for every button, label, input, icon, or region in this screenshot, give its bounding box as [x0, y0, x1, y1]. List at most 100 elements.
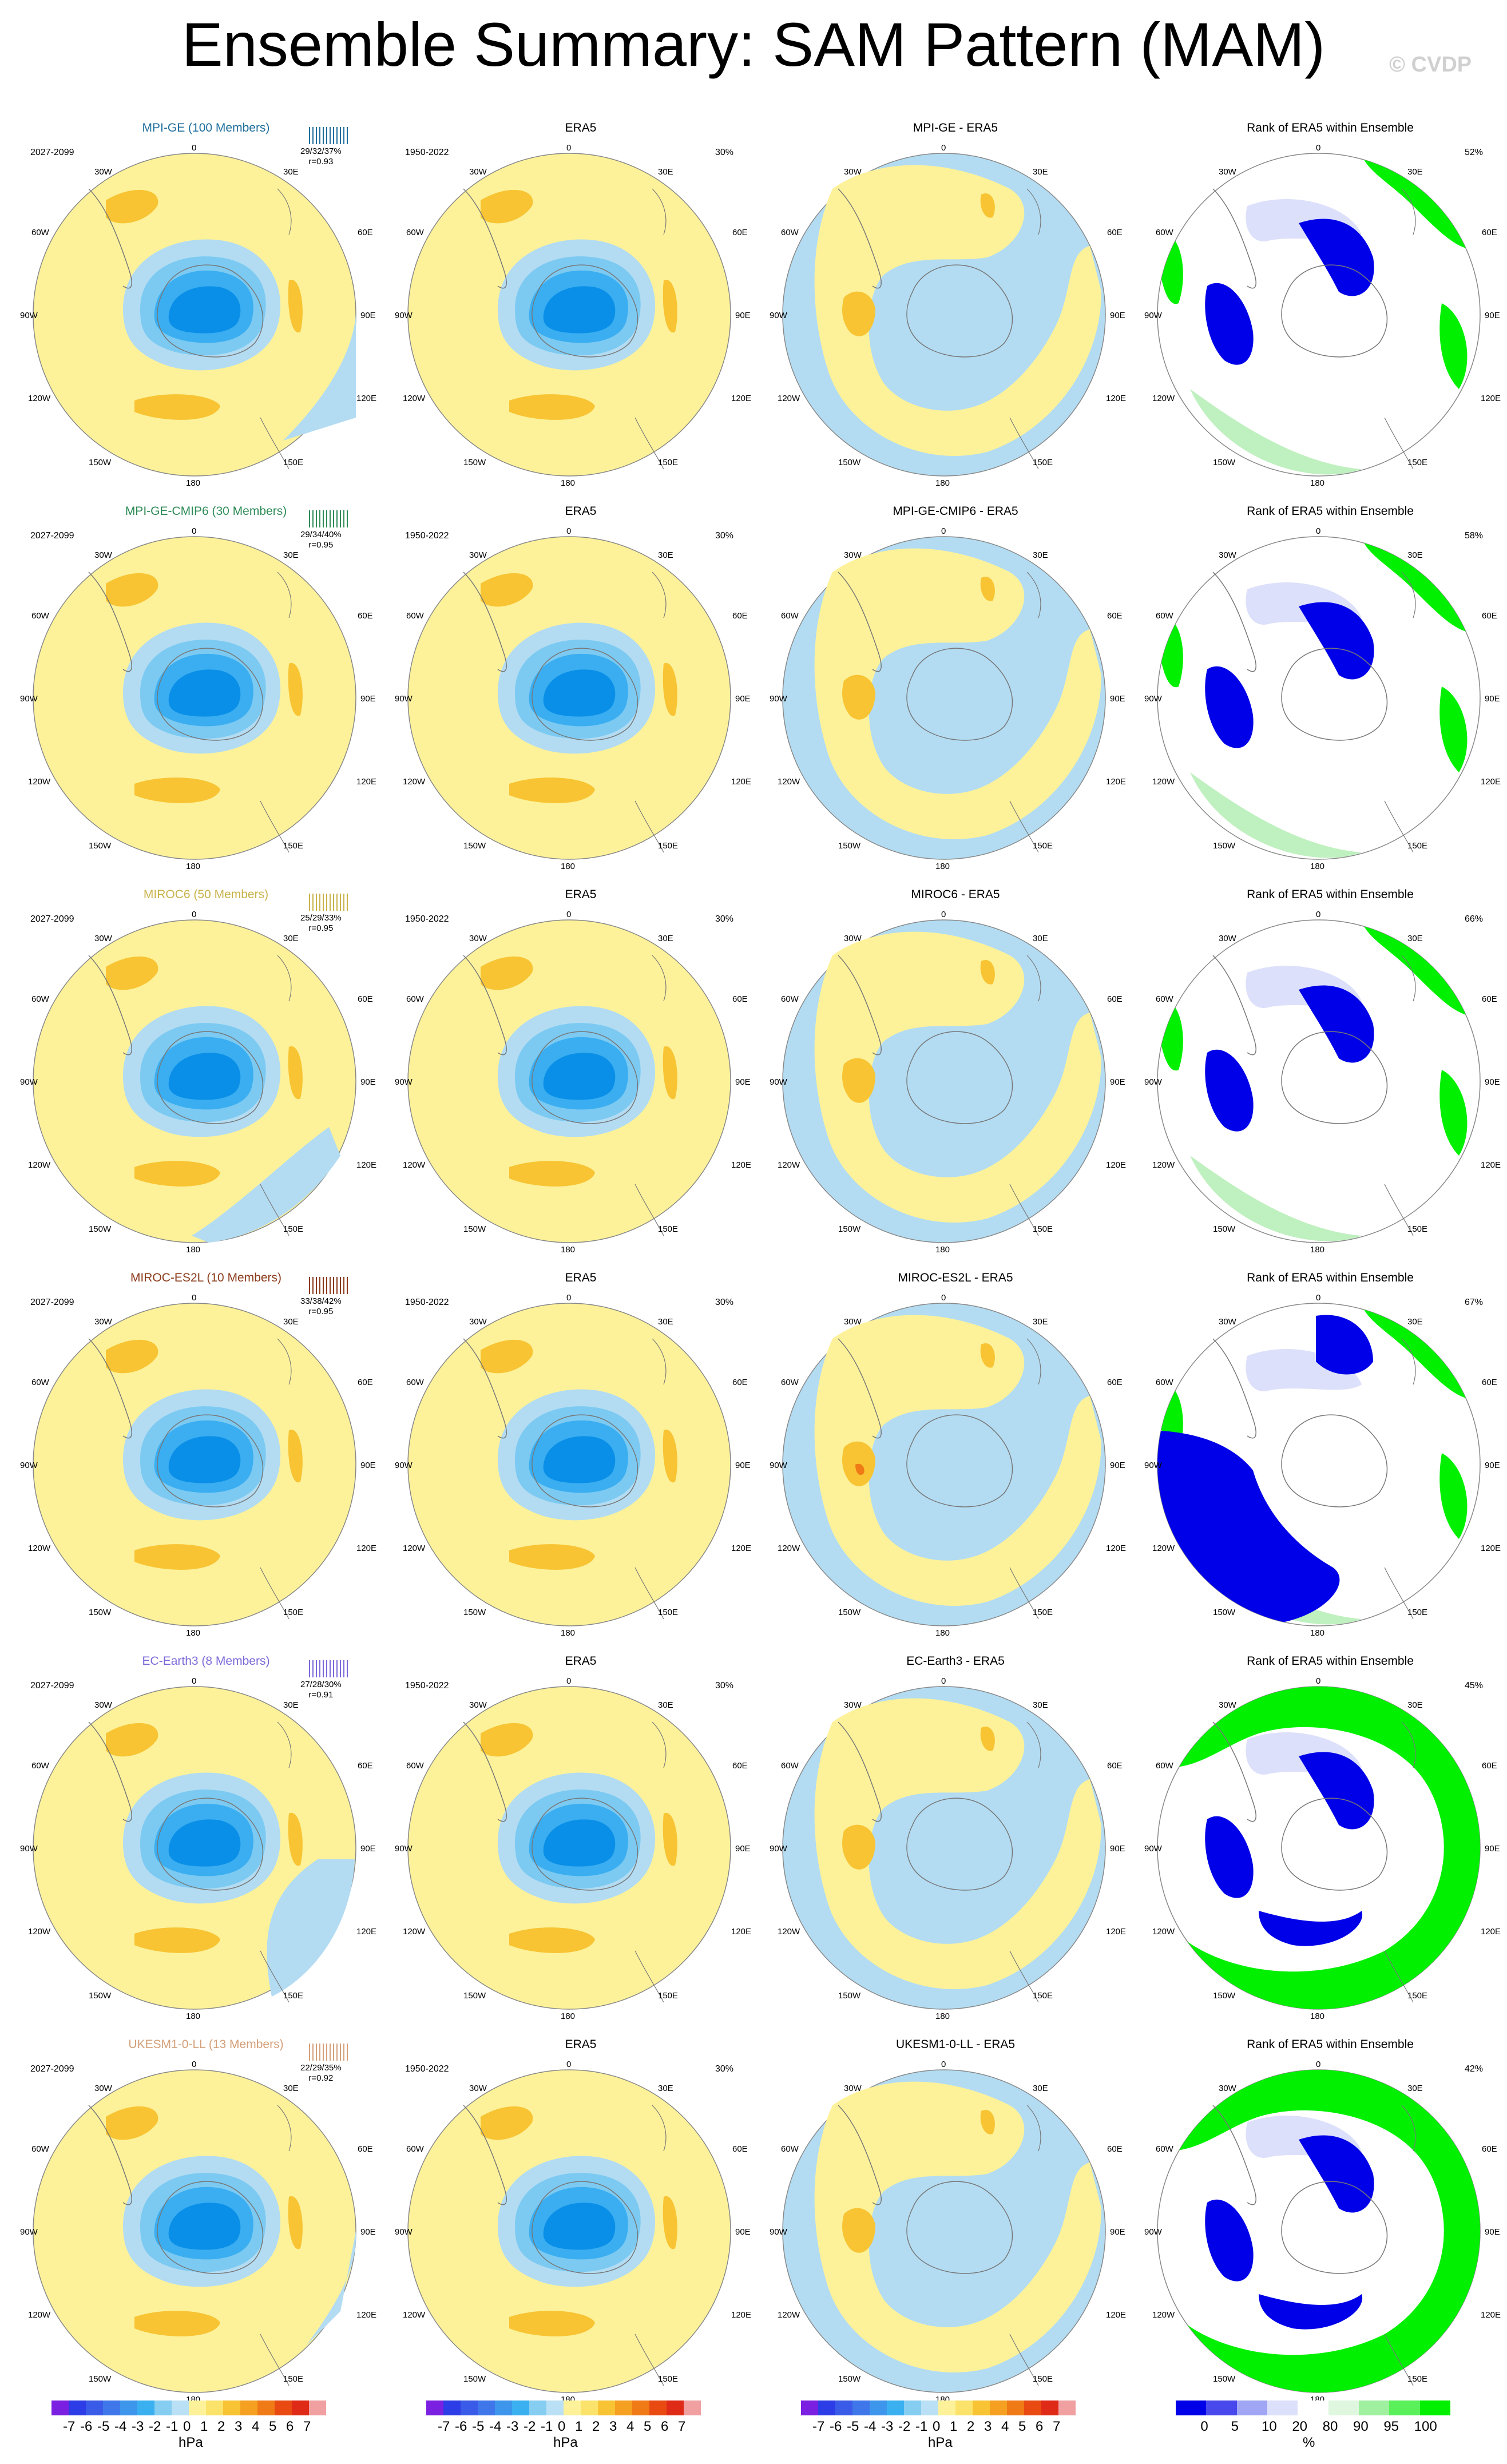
member-tick — [347, 127, 348, 144]
africa-coast — [1026, 1721, 1041, 1768]
orange-anomaly-a — [481, 573, 533, 607]
new-zealand-coast — [1009, 2334, 1039, 2386]
member-tick — [347, 510, 348, 527]
map-svg — [33, 2069, 356, 2393]
lon-label-w60: 60W — [1156, 994, 1173, 1004]
map-svg — [33, 919, 356, 1243]
antarctica-coast — [906, 1414, 1013, 1507]
rank-title: Rank of ERA5 within Ensemble — [1247, 888, 1414, 901]
lon-label-e30: 30E — [1407, 2084, 1423, 2093]
member-tick — [316, 2044, 317, 2061]
stats-label: 29/32/37% r=0.93 — [300, 146, 342, 167]
explained-variance: 29/32/37% — [300, 146, 342, 156]
lon-label-e60: 60E — [732, 994, 748, 1004]
member-tick — [340, 894, 341, 911]
colorbar-label: -5 — [472, 2419, 485, 2434]
lon-label-e60: 60E — [1107, 611, 1123, 621]
obs-title: ERA5 — [565, 1654, 597, 1668]
lon-label-e120: 120E — [1106, 2310, 1127, 2320]
stats-label: 29/34/40% r=0.95 — [300, 530, 342, 550]
orange-anomaly-b — [509, 2311, 595, 2336]
lon-label-e150: 150E — [283, 1224, 304, 1234]
new-zealand-coast — [1384, 1567, 1414, 1620]
africa-coast — [277, 1721, 292, 1768]
lon-label-e120: 120E — [731, 1544, 752, 1553]
orange-anomaly — [842, 674, 875, 720]
colorbar-label: 2 — [592, 2419, 600, 2434]
lon-label-w30: 30W — [844, 2084, 862, 2093]
lon-label-lon_bottom: 180 — [935, 1245, 950, 1255]
colorbar-swatch — [1298, 2400, 1328, 2415]
lon-label-w30: 30W — [469, 1700, 487, 1710]
colorbar-swatch — [835, 2400, 852, 2415]
colorbar-label: 3 — [609, 2419, 617, 2434]
lon-label-w60: 60W — [1156, 1761, 1173, 1771]
period-label: 2027-2099 — [30, 1298, 74, 1307]
low-contour-4 — [543, 1819, 616, 1867]
member-tick — [326, 1277, 327, 1294]
colorbar-label: 4 — [252, 2419, 260, 2434]
orange-anomaly-c — [663, 2196, 677, 2249]
lon-label-w150: 150W — [463, 458, 486, 467]
africa-coast — [1401, 572, 1416, 618]
antarctica-coast — [532, 2181, 639, 2274]
lon-label-lon_top: 0 — [1316, 2060, 1321, 2069]
lon-label-e150: 150E — [1407, 1608, 1428, 1617]
difference-panel: 0 180 30W 30E 60W 60E 90W 90E 120W 120E 150W 150E EC… — [770, 1653, 1141, 2037]
period-label: 2027-2099 — [30, 531, 74, 541]
colorbar-swatch — [529, 2400, 546, 2415]
positive-anomaly-band — [814, 548, 1101, 839]
lon-label-lon_bottom: 180 — [561, 1628, 576, 1638]
member-tick — [312, 2044, 314, 2061]
lon-label-e60: 60E — [732, 228, 748, 237]
lon-label-e150: 150E — [1407, 2374, 1428, 2384]
colorbar-label: -2 — [524, 2419, 536, 2434]
low-contour-4 — [168, 1436, 241, 1483]
difference-panel: 0 180 30W 30E 60W 60E 90W 90E 120W 120E 150W 150E MI… — [770, 1270, 1141, 1653]
colorbar-swatch — [546, 2400, 564, 2415]
lon-label-e60: 60E — [1482, 1761, 1497, 1771]
lon-label-e90: 90E — [360, 694, 376, 704]
orange-anomaly-b — [134, 1544, 220, 1570]
difference-title: MPI-GE-CMIP6 - ERA5 — [893, 505, 1018, 518]
colorbar-label: 5 — [644, 2419, 652, 2434]
lon-label-e120: 120E — [1481, 1544, 1501, 1553]
lon-label-lon_top: 0 — [941, 526, 946, 536]
south-america-coast — [88, 188, 132, 289]
colorbar-swatch — [206, 2400, 223, 2415]
rank-percent-label: 67% — [1465, 1298, 1484, 1307]
row-4: 0 180 30W 30E 60W 60E 90W 90E 120W 120E 150W 150E EC… — [0, 1653, 1507, 2037]
lon-label-w30: 30W — [844, 1700, 862, 1710]
map-svg — [407, 153, 731, 477]
lon-label-e30: 30E — [1407, 1700, 1423, 1710]
lon-label-e60: 60E — [1107, 1378, 1123, 1387]
explained-variance: 22/29/35% — [300, 2063, 342, 2073]
obs-variance-label: 30% — [715, 2064, 734, 2074]
obs-variance-label: 30% — [715, 1298, 734, 1307]
colorbar-label: -4 — [489, 2419, 502, 2434]
lon-label-w150: 150W — [89, 2374, 112, 2384]
map-svg — [407, 2069, 731, 2393]
low-contour-4 — [543, 2203, 616, 2250]
rank-colorbar — [1176, 2400, 1450, 2415]
colorbar-swatch — [1206, 2400, 1237, 2415]
orange-anomaly-c — [663, 1046, 677, 1100]
rank-green-area-c — [1439, 1453, 1468, 1539]
lightblue-region — [283, 315, 356, 441]
colorbar-label: -2 — [149, 2419, 161, 2434]
stats-label: 33/38/42% r=0.95 — [300, 1296, 342, 1317]
africa-coast — [1401, 188, 1416, 235]
orange-anomaly — [842, 291, 875, 336]
map-svg — [1157, 1303, 1481, 1626]
lon-label-w150: 150W — [838, 841, 861, 851]
lon-label-w120: 120W — [778, 394, 800, 403]
lon-label-e120: 120E — [1481, 1160, 1501, 1170]
colorbar-label: 5 — [269, 2419, 277, 2434]
member-tick — [323, 2044, 324, 2061]
colorbar-label: 3 — [984, 2419, 992, 2434]
south-america-coast — [463, 1721, 507, 1822]
lon-label-w120: 120W — [778, 1160, 800, 1170]
lightblue-region — [267, 1859, 355, 1997]
new-zealand-coast — [634, 2334, 664, 2386]
south-america-coast — [838, 188, 882, 289]
